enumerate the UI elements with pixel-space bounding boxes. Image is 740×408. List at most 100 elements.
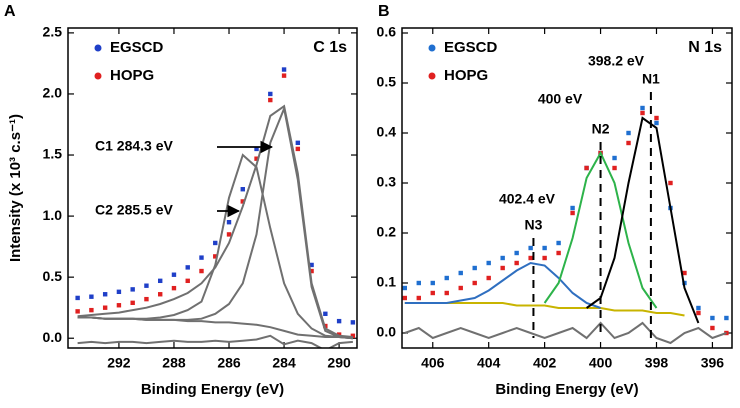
x-tick-label: 400 <box>589 355 613 371</box>
data-point <box>268 91 273 97</box>
data-point <box>350 320 356 325</box>
data-point <box>626 140 631 146</box>
fit-curve <box>404 261 601 309</box>
plot-frame <box>401 27 733 349</box>
data-point <box>199 268 204 274</box>
y-tick-label: 0.5 <box>43 268 63 284</box>
fit-curve <box>586 116 700 324</box>
data-point <box>336 318 342 324</box>
data-point <box>612 155 617 161</box>
y-tick-label: 0.3 <box>377 174 397 190</box>
data-point <box>89 307 94 313</box>
legend-label: EGSCD <box>110 39 164 56</box>
data-point <box>240 187 245 192</box>
data-point <box>295 146 301 152</box>
peak-energy: 398.2 eV <box>588 53 645 69</box>
legend-marker <box>428 44 436 52</box>
data-point <box>144 296 149 302</box>
x-tick-label: 288 <box>162 355 186 371</box>
x-tick-label: 284 <box>272 355 296 371</box>
data-point <box>458 270 463 276</box>
peak-energy: 400 eV <box>538 91 583 107</box>
panel-letter: A <box>4 3 16 20</box>
data-point <box>696 305 701 311</box>
y-tick-label: 0.1 <box>377 274 397 290</box>
data-point <box>682 270 687 276</box>
fit-curve <box>77 316 353 340</box>
x-axis-label: Binding Energy (eV) <box>141 381 284 398</box>
fit-curve <box>77 334 353 348</box>
data-point <box>199 255 204 260</box>
data-point <box>710 325 715 331</box>
data-point <box>213 254 218 259</box>
data-point <box>309 268 314 274</box>
plot-frame <box>67 27 358 349</box>
data-point <box>144 283 149 288</box>
data-point <box>416 295 421 301</box>
data-point <box>668 180 673 186</box>
data-point <box>102 305 108 310</box>
data-point <box>158 292 163 297</box>
data-point <box>696 310 701 316</box>
data-point <box>486 275 491 281</box>
x-tick-label: 286 <box>217 355 241 371</box>
fit-curve <box>404 321 727 345</box>
data-point <box>430 280 435 286</box>
data-point <box>570 210 575 216</box>
data-point <box>268 97 273 103</box>
fit-curve <box>77 153 353 340</box>
data-point <box>654 115 659 121</box>
y-tick-label: 0.0 <box>377 324 397 340</box>
data-point <box>402 285 407 291</box>
data-point <box>171 285 177 291</box>
data-point <box>185 265 190 270</box>
data-point <box>514 260 519 266</box>
data-point <box>626 130 631 136</box>
data-point <box>130 287 135 292</box>
y-tick-label: 0.2 <box>377 224 397 240</box>
data-point <box>240 199 245 204</box>
data-point <box>612 165 617 171</box>
data-point <box>130 300 135 306</box>
fit-curve <box>543 150 658 309</box>
legend-label: HOPG <box>444 67 488 84</box>
data-point <box>295 140 301 146</box>
legend-marker <box>94 72 102 80</box>
data-point <box>416 280 421 286</box>
y-tick-label: 1.0 <box>43 207 63 223</box>
data-point <box>226 219 232 225</box>
y-tick-label: 0.6 <box>377 24 397 40</box>
data-point <box>710 315 715 321</box>
data-point <box>640 105 645 111</box>
data-point <box>102 292 108 297</box>
fit-curve <box>404 302 685 317</box>
data-point <box>514 250 519 256</box>
y-tick-label: 0.4 <box>377 124 397 140</box>
data-point <box>402 295 407 301</box>
peak-name: N1 <box>642 71 660 87</box>
data-point <box>584 165 589 171</box>
data-point <box>724 315 729 321</box>
data-point <box>171 272 177 277</box>
x-tick-label: 398 <box>645 355 669 371</box>
plot-area <box>402 105 729 345</box>
plot-area <box>75 67 356 348</box>
data-point <box>213 240 218 246</box>
data-point <box>158 278 163 284</box>
data-point <box>570 205 575 211</box>
data-point <box>226 232 232 237</box>
data-point <box>472 265 477 271</box>
x-axis-label: Binding Energy (eV) <box>495 381 638 398</box>
x-tick-label: 290 <box>327 355 351 371</box>
data-point <box>528 245 533 251</box>
legend-label: EGSCD <box>444 39 498 56</box>
data-point <box>500 265 505 271</box>
data-point <box>430 290 435 296</box>
panel-letter: B <box>378 3 390 20</box>
y-tick-label: 1.5 <box>43 146 63 162</box>
data-point <box>75 309 80 314</box>
x-tick-label: 292 <box>107 355 131 371</box>
x-tick-label: 396 <box>701 355 725 371</box>
data-point <box>116 289 122 295</box>
